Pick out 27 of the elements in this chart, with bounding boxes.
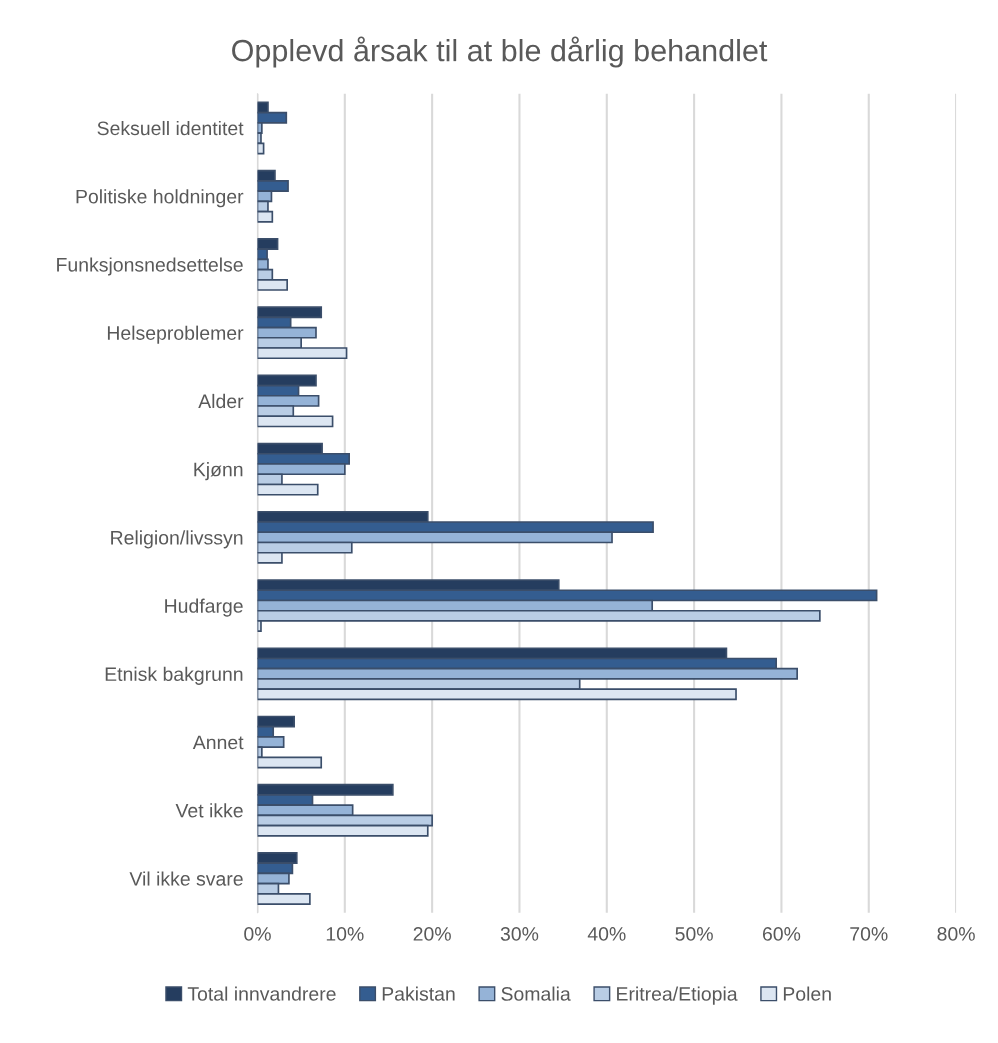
y-tick-label: Religion/livssyn [111,530,243,549]
y-tick-label: Politiske holdninger [76,189,244,208]
legend-label: Polen [783,986,831,1001]
x-tick-label: 50% [675,927,713,941]
legend-label: Pakistan [382,986,455,1001]
legend-label: Somalia [501,986,571,1001]
y-tick-label: Annet [192,735,244,750]
y-tick-label: Vet ikke [175,803,243,818]
x-tick-label: 80% [937,927,975,941]
y-tick-label: Seksuell identitet [97,120,244,136]
y-tick-label: Alder [198,393,244,409]
y-tick-label: Hudfarge [165,598,243,617]
x-tick-label: 20% [413,927,451,941]
y-tick-label: Kjønn [194,462,243,481]
legend-label: Eritrea/Etiopia [617,986,738,1005]
x-tick-label: 70% [850,927,888,941]
x-tick-label: 60% [762,927,801,941]
y-tick-label: Etnisk bakgrunn [105,666,243,685]
x-tick-label: 40% [587,927,626,941]
x-tick-label: 10% [326,927,364,941]
y-tick-label: Funksjonsnedsettelse [57,257,243,276]
legend-label: Total innvandrere [187,986,336,1001]
y-tick-label: Helseproblemer [107,325,244,344]
x-tick-label: 30% [500,927,539,941]
y-tick-label: Vil ikke svare [129,871,243,886]
x-tick-label: 0% [244,927,271,941]
chart-title: Opplevd årsak til at ble dårlig behandlet [232,36,768,68]
